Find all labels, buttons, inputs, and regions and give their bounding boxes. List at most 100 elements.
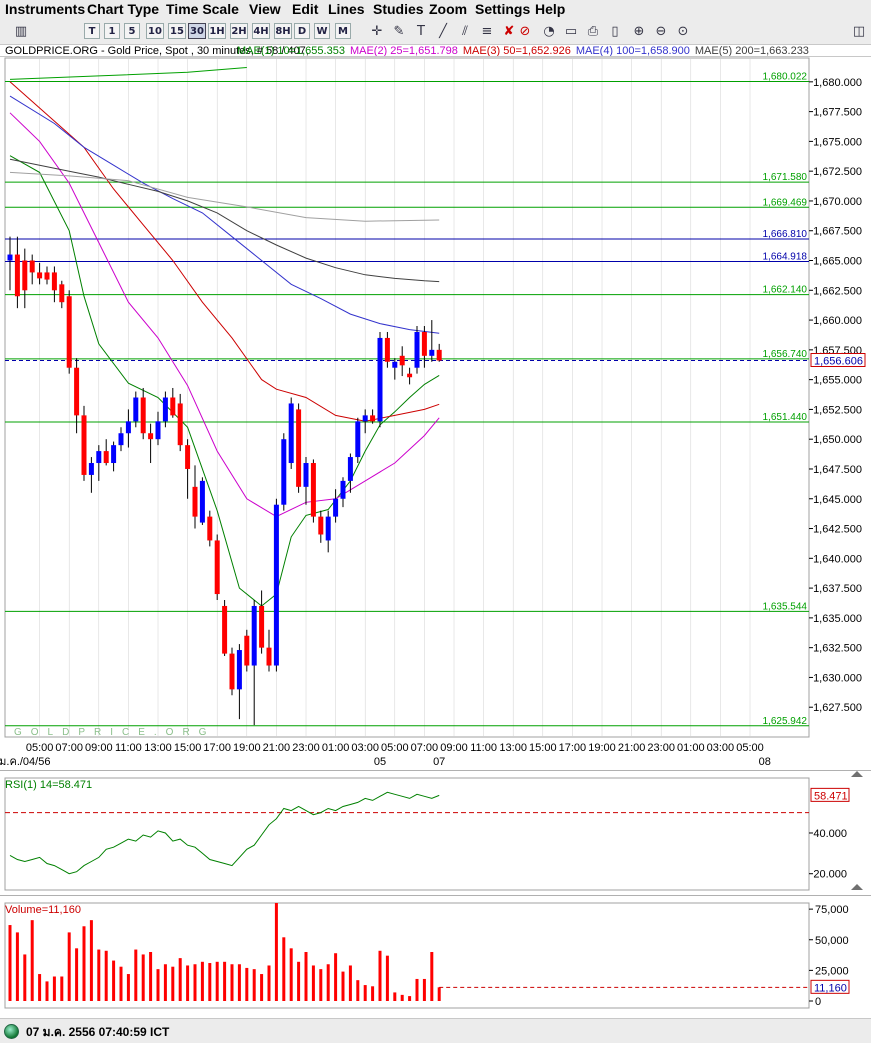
volume-bar[interactable] [141,954,145,1001]
pane-collapse-icon[interactable] [851,771,863,777]
menu-zoom[interactable]: Zoom [429,1,468,17]
volume-bar[interactable] [363,985,367,1001]
volume-bar[interactable] [67,932,71,1001]
timeframe-15-button[interactable]: 15 [168,23,186,39]
text-icon[interactable]: T [417,24,425,39]
candle[interactable] [192,465,198,529]
volume-bar[interactable] [252,969,256,1001]
menu-help[interactable]: Help [535,1,566,17]
candle[interactable] [347,453,353,493]
timeframe-1h-button[interactable]: 1H [208,23,226,39]
volume-bar[interactable] [119,966,123,1001]
timeframe-10-button[interactable]: 10 [146,23,164,39]
volume-bar[interactable] [260,974,264,1001]
channel-icon[interactable]: ⫽ [462,24,468,39]
candle[interactable] [259,590,265,654]
menu-chart-type[interactable]: Chart Type [87,1,160,17]
timeframe-30-button[interactable]: 30 [188,23,206,39]
trendline-icon[interactable]: ╱ [439,24,447,39]
volume-bar[interactable] [97,949,101,1001]
delete-icon[interactable]: ✘ [503,24,515,39]
candle[interactable] [155,411,161,446]
cancel-icon[interactable]: ⊘ [519,24,531,39]
candle[interactable] [59,280,65,309]
candle[interactable] [281,433,287,511]
price-pane[interactable]: 1,680.022 1,671.580 1,669.469 1,666.810 1,66… [4,57,866,738]
candle[interactable] [244,629,250,672]
menu-instruments[interactable]: Instruments [5,1,86,17]
candle[interactable] [51,266,57,303]
menu-settings[interactable]: Settings [475,1,531,17]
candle[interactable] [162,391,168,428]
volume-bar[interactable] [171,966,175,1001]
candle[interactable] [118,427,124,452]
volume-pane[interactable]: Volume=11,160 0 25,000 50,000 75,000 11,160 [4,902,850,1009]
volume-bar[interactable] [408,996,412,1001]
candle[interactable] [399,346,405,377]
volume-bar[interactable] [282,937,286,1001]
candle[interactable] [318,510,324,543]
timeframe-4h-button[interactable]: 4H [252,23,270,39]
candle[interactable] [44,266,50,285]
timeframe-m-button[interactable]: M [335,23,351,39]
volume-bar[interactable] [38,974,42,1001]
volume-bar[interactable] [23,954,27,1001]
menu-studies[interactable]: Studies [373,1,424,17]
volume-bar[interactable] [200,961,204,1001]
candle[interactable] [125,409,131,448]
candle[interactable] [229,647,235,696]
candle[interactable] [207,510,213,547]
candle[interactable] [303,457,309,505]
bar-chart-icon[interactable]: ▥ [14,24,28,39]
candle[interactable] [214,534,220,601]
candle[interactable] [296,403,302,493]
volume-bar[interactable] [422,978,426,1001]
rsi-pane[interactable]: RSI(1) 14=58.471 20.000 40.000 58.471 [0,777,871,896]
menu-view[interactable]: View [249,1,281,17]
volume-bar[interactable] [245,967,249,1001]
page-icon[interactable]: ▯ [611,24,619,39]
volume-bar[interactable] [348,965,352,1001]
candle[interactable] [266,629,272,672]
study-label-mae1[interactable]: MAE(1) 10=1,655.353 [237,45,345,57]
candle[interactable] [81,405,87,481]
pencil-icon[interactable]: ✎ [393,24,405,39]
candle[interactable] [140,387,146,440]
candle[interactable] [340,477,346,508]
volume-bar[interactable] [149,952,153,1001]
menu-time-scale[interactable]: Time Scale [166,1,239,17]
candle[interactable] [96,445,102,481]
zoom-in-icon[interactable]: ⊕ [633,24,645,39]
volume-bar[interactable] [89,920,93,1001]
volume-bar[interactable] [104,950,108,1001]
candle[interactable] [288,397,294,469]
candle[interactable] [177,393,183,452]
pane-collapse-icon[interactable] [851,884,863,890]
volume-bar[interactable] [215,961,219,1001]
candle[interactable] [310,459,316,523]
volume-bar[interactable] [193,964,197,1001]
volume-bar[interactable] [126,974,130,1001]
candle[interactable] [111,441,117,472]
menu-edit[interactable]: Edit [292,1,319,17]
volume-bar[interactable] [75,948,79,1001]
candle[interactable] [355,417,361,464]
volume-bar[interactable] [430,952,434,1001]
volume-bar[interactable] [393,992,397,1001]
candle[interactable] [407,367,413,385]
candle[interactable] [37,262,43,285]
volume-bar[interactable] [156,969,160,1001]
zoom-fit-icon[interactable]: ⊙ [677,24,689,39]
candle[interactable] [384,331,390,368]
study-label-mae4[interactable]: MAE(4) 100=1,658.900 [576,45,690,57]
candle[interactable] [22,248,28,309]
volume-bar[interactable] [186,965,190,1001]
volume-bar[interactable] [274,903,278,1001]
volume-bar[interactable] [45,981,49,1001]
volume-bar[interactable] [60,976,64,1002]
candle[interactable] [273,498,279,672]
candle[interactable] [133,391,139,428]
candle[interactable] [66,290,72,374]
volume-bar[interactable] [178,958,182,1001]
volume-bar[interactable] [230,964,234,1001]
